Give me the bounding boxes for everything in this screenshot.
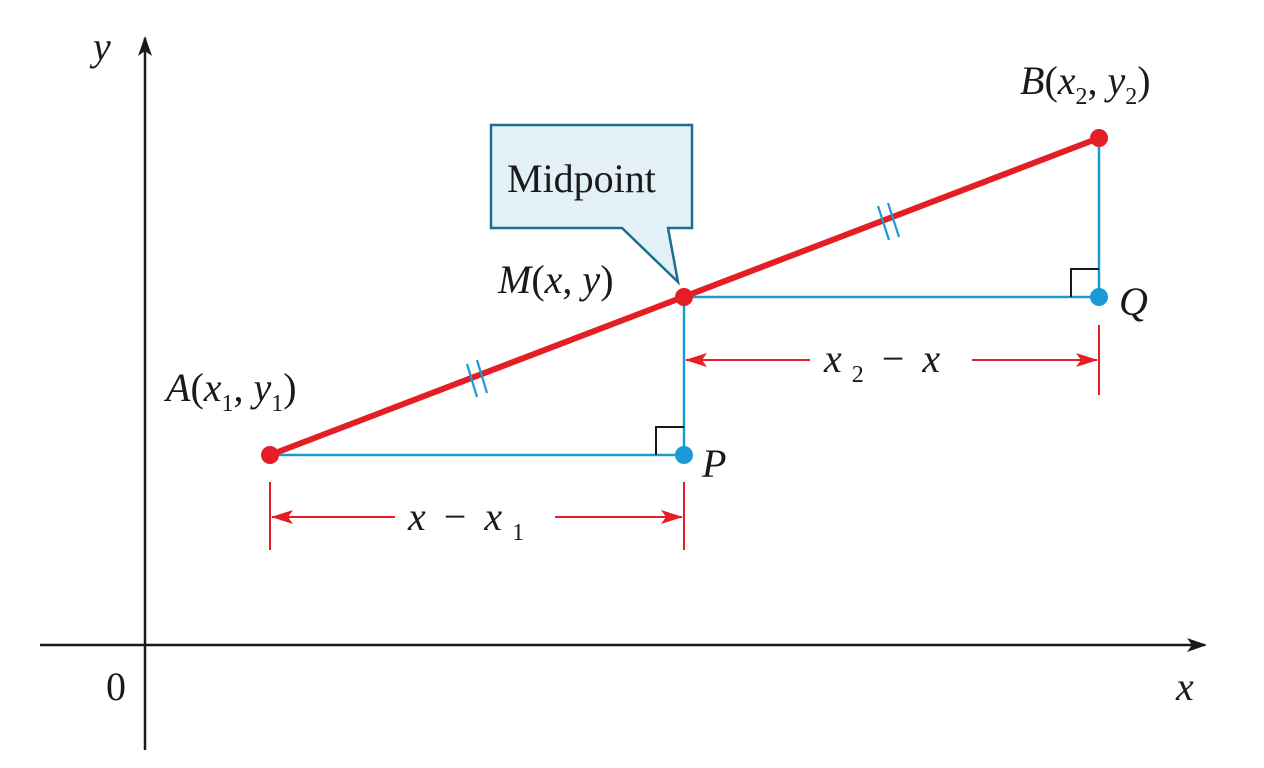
dimension-label-top: x 2 − x <box>823 336 940 391</box>
origin-label: 0 <box>106 664 126 709</box>
label-Q: Q <box>1119 279 1148 324</box>
label-B: B(x2, y2) <box>1020 58 1151 110</box>
label-M: M(x, y) <box>497 257 614 302</box>
x-axis-label: x <box>1175 664 1194 709</box>
dimension-top <box>685 325 1100 395</box>
point-B <box>1090 129 1108 147</box>
midpoint-callout-text: Midpoint <box>507 156 656 201</box>
point-Q <box>1090 288 1108 306</box>
y-axis-label: y <box>89 24 111 69</box>
right-angle-mark-Q <box>1070 268 1099 297</box>
right-angle-mark-P <box>655 426 684 455</box>
congruence-ticks-MB <box>876 202 901 241</box>
point-A <box>261 446 279 464</box>
label-P: P <box>701 441 726 486</box>
label-A: A(x1, y1) <box>163 365 297 417</box>
dimension-label-bottom: x − x 1 <box>407 494 524 546</box>
congruence-ticks-AM <box>465 359 489 398</box>
point-M <box>675 288 693 306</box>
point-P <box>675 446 693 464</box>
dimension-bottom <box>269 482 685 550</box>
midpoint-callout-box <box>489 123 694 286</box>
